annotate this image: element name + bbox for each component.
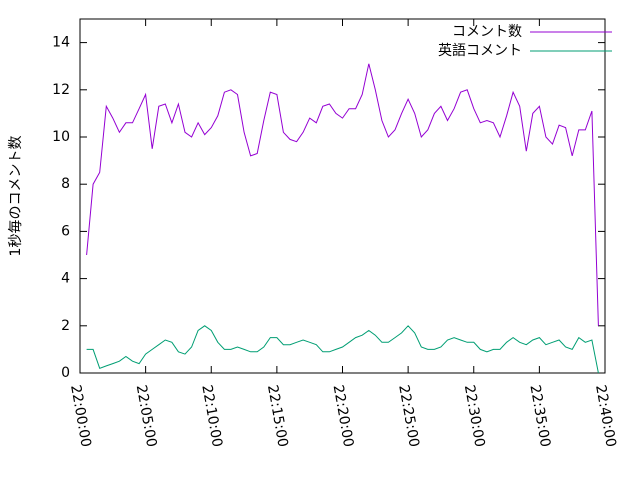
y-tick-label: 6: [61, 223, 70, 239]
legend-label: 英語コメント: [438, 42, 522, 59]
legend-label: コメント数: [452, 24, 522, 40]
series-line: [86, 63, 599, 326]
y-tick-label: 14: [52, 35, 70, 51]
x-tick-label: 22:00:00: [67, 384, 94, 449]
x-tick-label: 22:30:00: [461, 384, 488, 449]
x-tick-label: 22:15:00: [264, 384, 291, 449]
series-line: [86, 325, 599, 374]
x-tick-label: 22:35:00: [526, 384, 553, 449]
y-axis-label: 1秒毎のコメント数: [8, 136, 24, 257]
plot-border: [79, 18, 606, 374]
y-tick-label: 2: [61, 318, 70, 334]
y-tick-label: 10: [52, 129, 70, 145]
y-tick-label: 8: [61, 176, 70, 192]
x-tick-label: 22:05:00: [133, 384, 160, 449]
y-tick-label: 4: [61, 271, 70, 287]
y-tick-label: 12: [52, 82, 70, 98]
x-tick-label: 22:20:00: [330, 384, 357, 449]
x-tick-label: 22:40:00: [592, 384, 619, 449]
x-tick-label: 22:10:00: [198, 384, 225, 449]
x-tick-label: 22:25:00: [395, 384, 422, 449]
y-tick-label: 0: [61, 365, 70, 381]
